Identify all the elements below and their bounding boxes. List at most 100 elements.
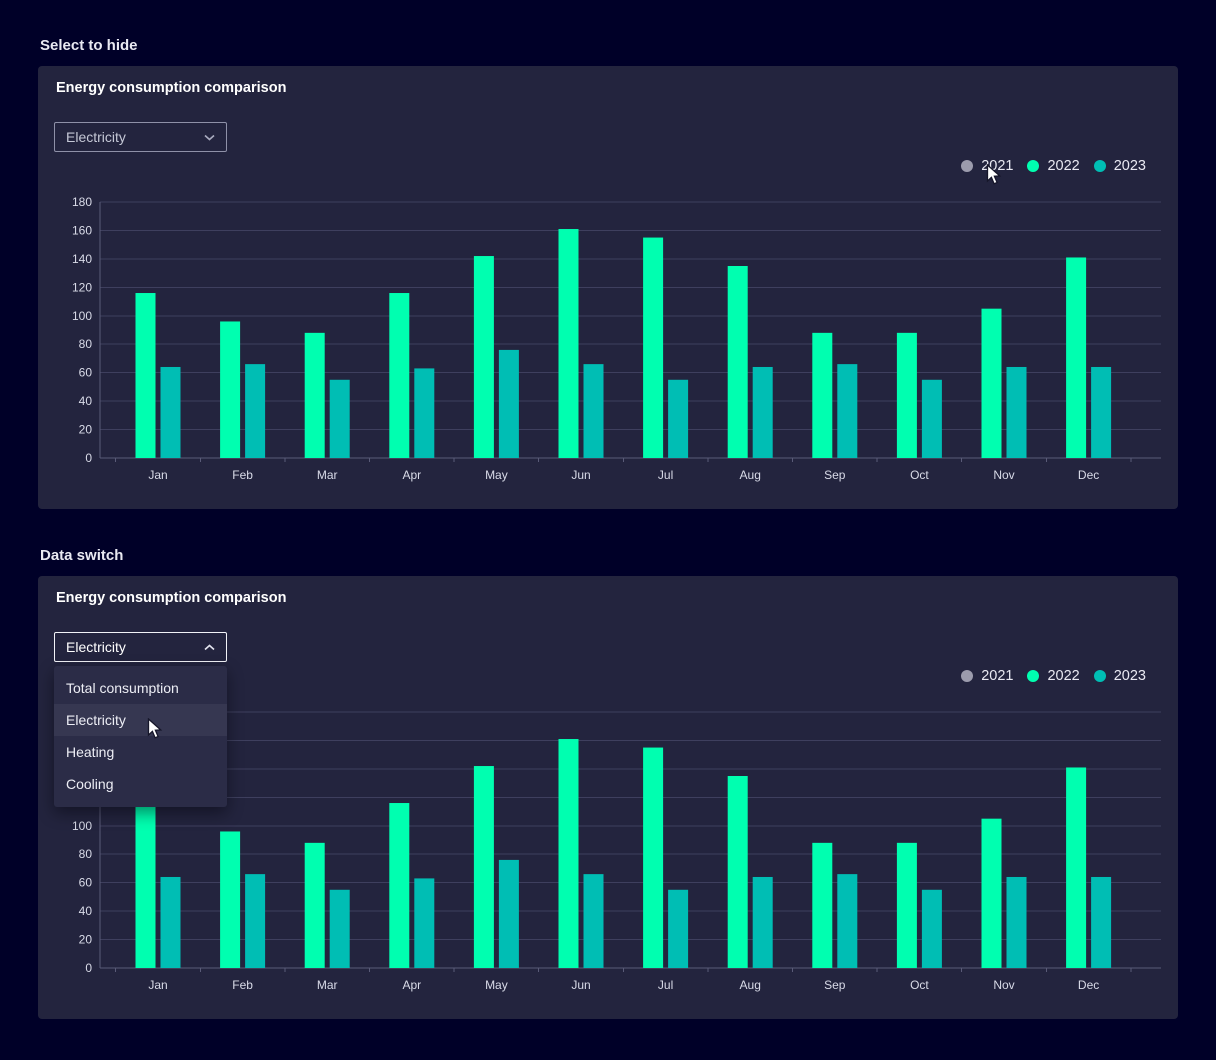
- axis-tick-label: 20: [79, 423, 93, 437]
- menu-item-electricity[interactable]: Electricity: [54, 704, 227, 736]
- axis-tick-label: 80: [79, 847, 93, 861]
- bar-2022-nov[interactable]: [981, 308, 1002, 458]
- bar-2023-dec[interactable]: [1091, 876, 1112, 968]
- axis-tick-label: 20: [79, 933, 93, 947]
- category-select[interactable]: Electricity: [54, 122, 227, 152]
- menu-item-cooling[interactable]: Cooling: [66, 776, 114, 792]
- axis-tick-label: Jul: [658, 468, 673, 482]
- bar-2023-feb[interactable]: [245, 364, 266, 458]
- axis-tick-label: 180: [72, 195, 92, 209]
- menu-item-total-consumption[interactable]: Total consumption: [66, 680, 179, 696]
- bar-2022-sep[interactable]: [812, 842, 833, 968]
- bar-2023-apr[interactable]: [414, 368, 435, 458]
- bar-2022-feb[interactable]: [220, 831, 241, 968]
- axis-tick-label: 60: [79, 876, 93, 890]
- bar-2022-apr[interactable]: [389, 293, 410, 458]
- bar-2023-jul[interactable]: [668, 889, 689, 968]
- legend-dot: [1027, 670, 1040, 682]
- card-title: Energy consumption comparison: [56, 80, 287, 96]
- menu-item-heating[interactable]: Heating: [66, 744, 115, 760]
- axis-tick-label: 60: [79, 366, 93, 380]
- axis-tick-label: 120: [72, 280, 92, 294]
- legend-dot: [961, 670, 974, 682]
- bar-2023-apr[interactable]: [414, 878, 435, 968]
- bar-2022-aug[interactable]: [727, 776, 748, 968]
- bar-2022-dec[interactable]: [1066, 767, 1087, 968]
- legend-dot: [1027, 160, 1040, 172]
- bar-2022-nov[interactable]: [981, 818, 1002, 968]
- bar-2022-apr[interactable]: [389, 803, 410, 968]
- chevron-down-icon: [204, 134, 215, 141]
- bar-2023-oct[interactable]: [921, 889, 942, 968]
- bar-2023-jun[interactable]: [583, 364, 604, 458]
- axis-tick-label: Nov: [993, 468, 1014, 482]
- bar-2023-sep[interactable]: [837, 364, 858, 458]
- bar-chart: 020406080100120140160180JanFebMarAprMayJ…: [72, 705, 1161, 992]
- chart-card-select-to-hide: Energy consumption comparison Electricit…: [38, 66, 1178, 509]
- axis-tick-label: May: [485, 978, 508, 992]
- axis-tick-label: Apr: [402, 468, 421, 482]
- bar-2023-dec[interactable]: [1091, 366, 1112, 458]
- bar-2023-mar[interactable]: [329, 379, 350, 458]
- bar-2022-mar[interactable]: [304, 332, 325, 458]
- axis-tick-label: Mar: [317, 978, 338, 992]
- bar-2023-feb[interactable]: [245, 874, 266, 968]
- bar-2023-nov[interactable]: [1006, 876, 1027, 968]
- bar-2022-may[interactable]: [473, 766, 494, 968]
- axis-tick-label: 160: [72, 223, 92, 237]
- bar-2022-dec[interactable]: [1066, 257, 1087, 458]
- legend-label: 2023: [1113, 158, 1146, 174]
- chart-legend: 2021 2022 2023: [961, 156, 1146, 176]
- bar-2023-aug[interactable]: [752, 366, 773, 458]
- bar-2022-jan[interactable]: [135, 803, 156, 968]
- axis-tick-label: Jun: [571, 978, 590, 992]
- legend-dot: [1093, 160, 1106, 172]
- axis-tick-label: May: [485, 468, 508, 482]
- axis-tick-label: Jan: [148, 978, 167, 992]
- bar-2022-sep[interactable]: [812, 332, 833, 458]
- bar-2023-jan[interactable]: [160, 876, 181, 968]
- axis-tick-label: Sep: [824, 978, 846, 992]
- bar-2022-jun[interactable]: [558, 739, 579, 968]
- axis-tick-label: Dec: [1078, 468, 1099, 482]
- bar-2023-may[interactable]: [498, 349, 519, 458]
- axis-tick-label: Jan: [148, 468, 167, 482]
- category-select[interactable]: Electricity: [54, 632, 227, 662]
- bar-2022-jan[interactable]: [135, 293, 156, 458]
- axis-tick-label: Nov: [993, 978, 1014, 992]
- bar-2022-jul[interactable]: [643, 747, 664, 968]
- bar-2023-oct[interactable]: [921, 379, 942, 458]
- legend-item-2021[interactable]: 2021: [961, 158, 1013, 174]
- bar-2023-jun[interactable]: [583, 874, 604, 968]
- bar-2022-jul[interactable]: [643, 237, 664, 458]
- bar-2023-mar[interactable]: [329, 889, 350, 968]
- axis-tick-label: 100: [72, 819, 92, 833]
- legend-label: 2023: [1113, 668, 1146, 684]
- legend-item-2023[interactable]: 2023: [1093, 158, 1146, 174]
- bar-2022-aug[interactable]: [727, 266, 748, 458]
- axis-tick-label: Dec: [1078, 978, 1099, 992]
- bar-2023-sep[interactable]: [837, 874, 858, 968]
- axis-tick-label: 40: [79, 904, 93, 918]
- legend-label: 2022: [1047, 158, 1080, 174]
- bar-2022-mar[interactable]: [304, 842, 325, 968]
- legend-item-2023[interactable]: 2023: [1093, 668, 1146, 684]
- bar-2023-nov[interactable]: [1006, 366, 1027, 458]
- legend-dot: [961, 160, 974, 172]
- axis-tick-label: 140: [72, 252, 92, 266]
- bar-2022-oct[interactable]: [896, 332, 917, 458]
- axis-tick-label: Jun: [571, 468, 590, 482]
- bar-2022-jun[interactable]: [558, 229, 579, 458]
- bar-2022-feb[interactable]: [220, 321, 241, 458]
- legend-item-2021[interactable]: 2021: [961, 668, 1013, 684]
- bar-2023-may[interactable]: [498, 859, 519, 968]
- axis-tick-label: 100: [72, 309, 92, 323]
- axis-tick-label: 0: [85, 961, 92, 975]
- bar-2023-jan[interactable]: [160, 366, 181, 458]
- bar-2023-aug[interactable]: [752, 876, 773, 968]
- legend-item-2022[interactable]: 2022: [1027, 158, 1080, 174]
- legend-item-2022[interactable]: 2022: [1027, 668, 1080, 684]
- bar-2022-oct[interactable]: [896, 842, 917, 968]
- bar-2022-may[interactable]: [473, 256, 494, 458]
- bar-2023-jul[interactable]: [668, 379, 689, 458]
